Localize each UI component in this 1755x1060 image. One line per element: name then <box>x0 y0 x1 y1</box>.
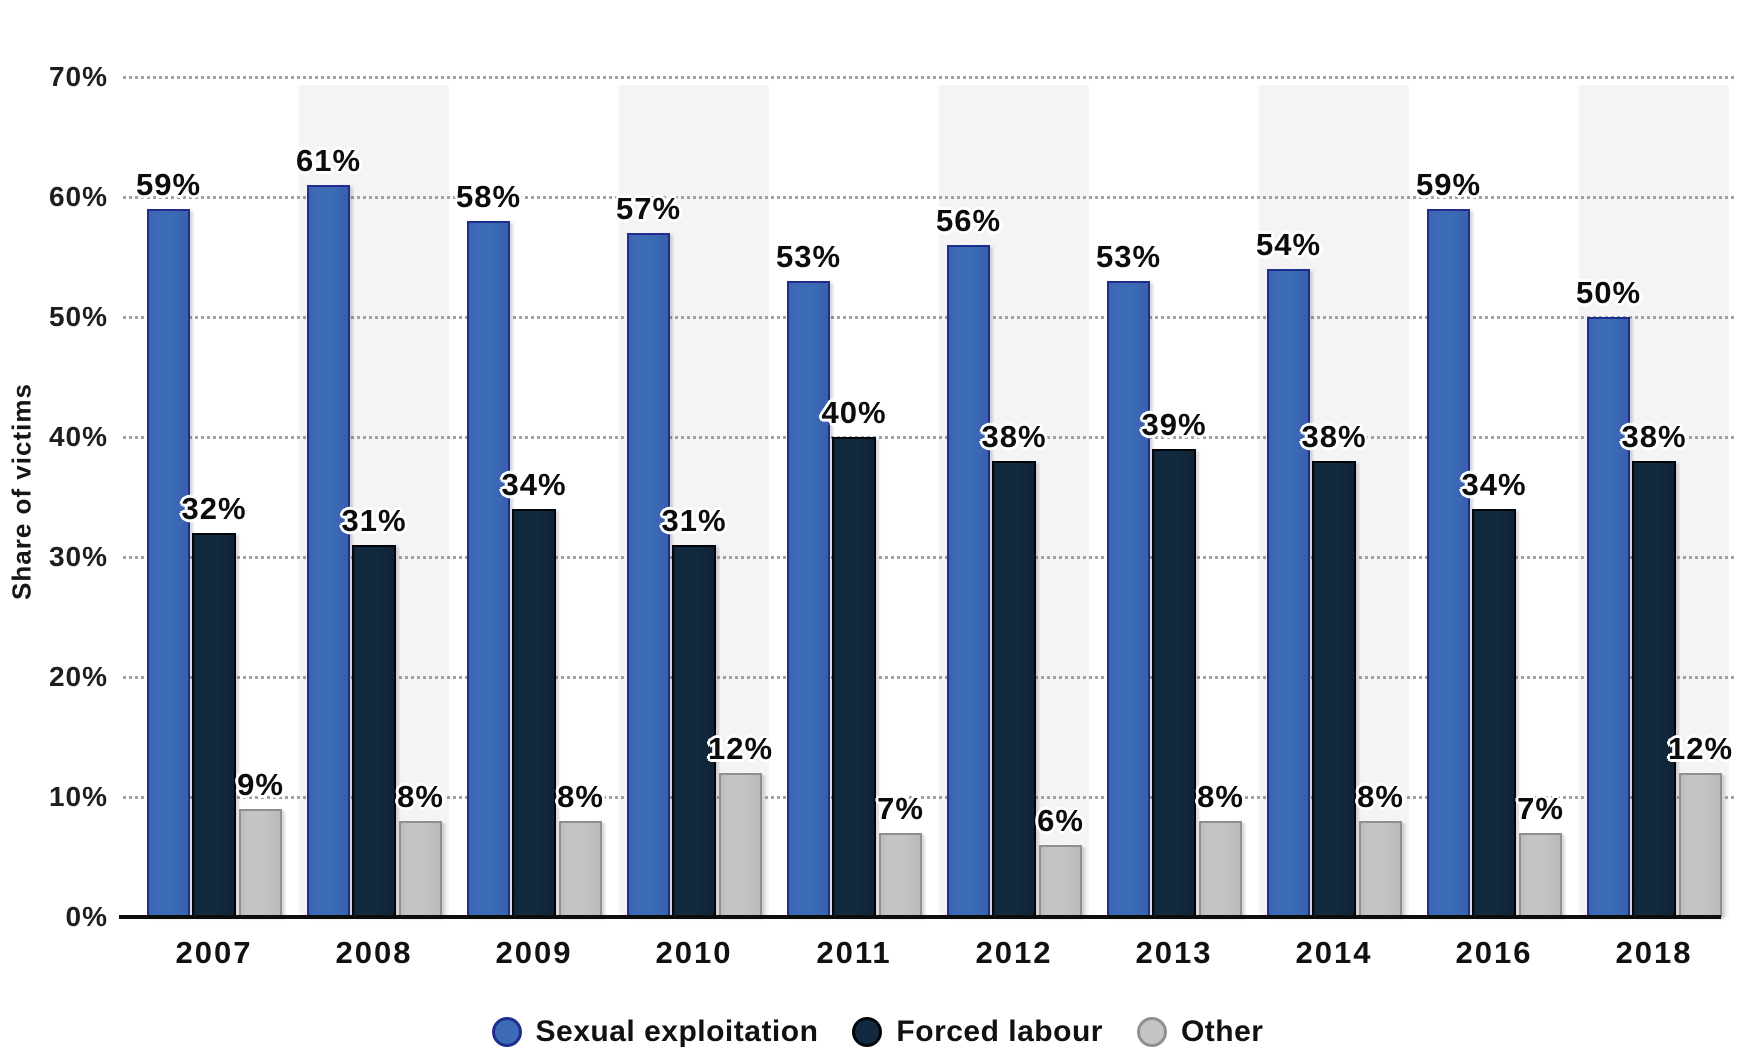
bar-value-label: 54% <box>1255 227 1322 262</box>
bar-forced-labour-2011 <box>832 437 876 917</box>
bar-other-2009 <box>559 821 602 917</box>
y-axis-title: Share of victims <box>6 383 37 600</box>
legend-item-sexual-exploitation: Sexual exploitation <box>491 1015 819 1049</box>
bar-sexual-exploitation-2014 <box>1267 269 1310 917</box>
legend-item-forced-labour: Forced labour <box>852 1015 1103 1049</box>
bar-value-label: 39% <box>1141 407 1207 442</box>
bar-value-label: 8% <box>557 779 604 814</box>
bar-other-2012 <box>1039 845 1082 917</box>
bar-forced-labour-2012 <box>992 461 1036 917</box>
gridline-40 <box>123 436 1734 439</box>
bar-value-label: 34% <box>1461 467 1527 502</box>
bar-value-label: 38% <box>1621 419 1687 454</box>
bar-value-label: 31% <box>661 503 727 538</box>
bar-forced-labour-2016 <box>1472 509 1516 917</box>
legend-label: Forced labour <box>896 1015 1103 1048</box>
bar-value-label: 38% <box>1301 419 1367 454</box>
legend-label: Other <box>1180 1015 1264 1048</box>
bar-value-label: 59% <box>135 167 202 202</box>
x-category-label: 2008 <box>335 935 413 970</box>
y-tick-label: 20% <box>48 661 108 692</box>
bar-other-2007 <box>239 809 282 917</box>
x-category-label: 2011 <box>816 935 892 970</box>
gridline-30 <box>123 556 1734 559</box>
legend-label: Sexual exploitation <box>535 1015 819 1048</box>
bar-value-label: 8% <box>1197 779 1244 814</box>
bar-value-label: 7% <box>877 791 924 826</box>
gridline-50 <box>123 316 1734 319</box>
y-tick-label: 60% <box>48 181 108 212</box>
x-category-label: 2010 <box>655 935 733 970</box>
bar-forced-labour-2013 <box>1152 449 1196 917</box>
x-category-label: 2016 <box>1455 935 1533 970</box>
bar-sexual-exploitation-2011 <box>787 281 830 917</box>
bar-other-2008 <box>399 821 442 917</box>
bar-value-label: 56% <box>935 203 1002 238</box>
bar-value-label: 9% <box>237 767 284 802</box>
bar-sexual-exploitation-2012 <box>947 245 990 917</box>
bar-value-label: 8% <box>1357 779 1404 814</box>
x-axis-line <box>119 915 1721 919</box>
bar-value-label: 58% <box>455 179 522 214</box>
legend: Sexual exploitation Forced labour Other <box>0 1010 1755 1054</box>
bar-forced-labour-2010 <box>672 545 716 917</box>
gridline-10 <box>123 796 1734 799</box>
plot-area: 59% 32% 9% 61% 31% 8% 58% 34% 8% 57% 31% 12% 53% 40% 7… <box>119 76 1734 919</box>
bar-other-2011 <box>879 833 922 917</box>
bar-forced-labour-2009 <box>512 509 556 917</box>
y-tick-label: 50% <box>48 301 108 332</box>
x-category-label: 2007 <box>175 935 253 970</box>
bar-sexual-exploitation-2008 <box>307 185 350 917</box>
y-tick-label: 40% <box>48 421 108 452</box>
legend-color-dot <box>491 1017 522 1047</box>
bar-sexual-exploitation-2007 <box>147 209 190 917</box>
bar-value-label: 12% <box>1667 731 1734 766</box>
bar-other-2018 <box>1679 773 1722 917</box>
bar-value-label: 6% <box>1037 803 1084 838</box>
bar-value-label: 57% <box>615 191 682 226</box>
bar-value-label: 40% <box>821 395 887 430</box>
bar-sexual-exploitation-2018 <box>1587 317 1630 917</box>
gridline-70 <box>123 76 1734 79</box>
bar-value-label: 50% <box>1575 275 1642 310</box>
y-tick-label: 10% <box>48 781 108 812</box>
x-category-label: 2014 <box>1295 935 1373 970</box>
bar-sexual-exploitation-2010 <box>627 233 670 917</box>
bar-value-label: 61% <box>295 143 362 178</box>
bar-other-2016 <box>1519 833 1562 917</box>
x-category-label: 2012 <box>975 935 1053 970</box>
bar-value-label: 12% <box>707 731 774 766</box>
bar-forced-labour-2018 <box>1632 461 1676 917</box>
bar-other-2010 <box>719 773 762 917</box>
bar-value-label: 7% <box>1517 791 1564 826</box>
bar-value-label: 53% <box>775 239 842 274</box>
x-category-label: 2009 <box>495 935 573 970</box>
bar-other-2014 <box>1359 821 1402 917</box>
bar-value-label: 8% <box>397 779 444 814</box>
bar-other-2013 <box>1199 821 1242 917</box>
bar-value-label: 32% <box>181 491 247 526</box>
bar-forced-labour-2007 <box>192 533 236 917</box>
bar-value-label: 31% <box>341 503 407 538</box>
bar-value-label: 59% <box>1415 167 1482 202</box>
legend-color-dot <box>1136 1017 1167 1047</box>
bar-sexual-exploitation-2016 <box>1427 209 1470 917</box>
bar-forced-labour-2008 <box>352 545 396 917</box>
y-tick-label: 30% <box>48 541 108 572</box>
gridline-60 <box>123 196 1734 199</box>
y-tick-label: 70% <box>48 61 108 92</box>
bar-value-label: 53% <box>1095 239 1162 274</box>
legend-item-other: Other <box>1136 1015 1264 1049</box>
bar-sexual-exploitation-2009 <box>467 221 510 917</box>
x-category-label: 2018 <box>1615 935 1693 970</box>
bar-sexual-exploitation-2013 <box>1107 281 1150 917</box>
bar-value-label: 38% <box>981 419 1047 454</box>
bar-forced-labour-2014 <box>1312 461 1356 917</box>
x-category-label: 2013 <box>1135 935 1213 970</box>
y-tick-label: 0% <box>65 901 108 932</box>
gridline-20 <box>123 676 1734 679</box>
legend-color-dot <box>852 1017 883 1047</box>
bar-value-label: 34% <box>501 467 567 502</box>
